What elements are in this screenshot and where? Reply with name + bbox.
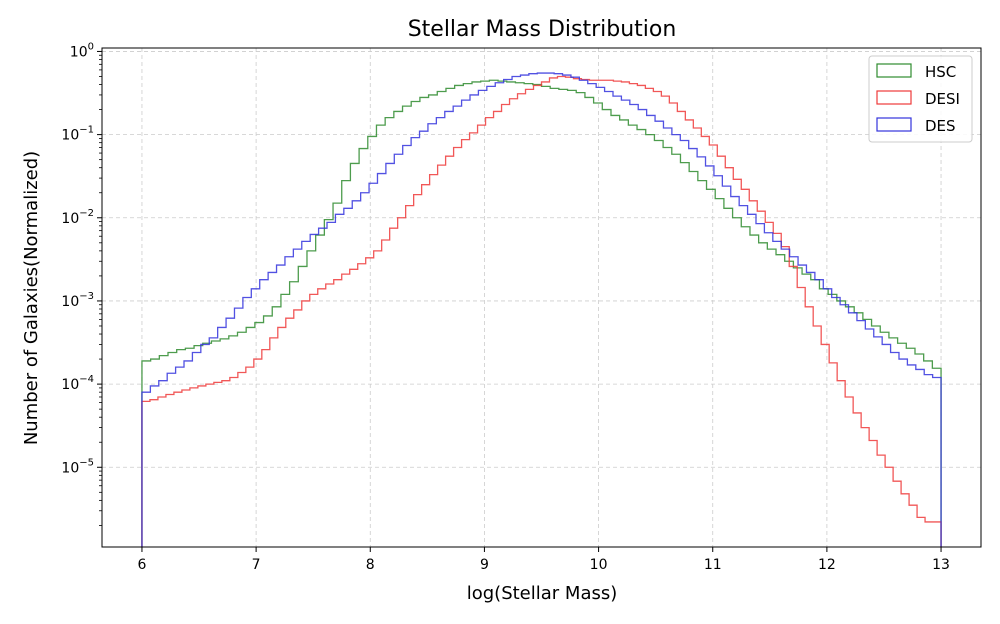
- y-tick-label: 10−1: [61, 125, 94, 144]
- y-tick-label: 10−2: [61, 208, 94, 227]
- y-tick-label: 10−5: [61, 457, 94, 476]
- legend-label-desi: DESI: [925, 90, 960, 108]
- x-tick-label: 8: [366, 557, 375, 573]
- chart-title: Stellar Mass Distribution: [408, 17, 677, 42]
- x-tick-label: 12: [818, 557, 836, 573]
- series-des-step: [141, 72, 942, 547]
- y-tick-exponent: −2: [79, 208, 94, 219]
- legend-label-des: DES: [925, 117, 956, 135]
- plot-frame: [101, 47, 982, 548]
- y-tick-label: 10−3: [61, 291, 94, 310]
- series-hsc-step: [141, 79, 942, 547]
- x-tick-label: 11: [704, 557, 722, 573]
- y-tick-base: 10: [61, 128, 79, 144]
- y-tick-base: 10: [61, 460, 79, 476]
- x-tick-label: 10: [590, 557, 608, 573]
- x-tick-label: 9: [480, 557, 489, 573]
- legend-swatch-des: [876, 117, 912, 132]
- y-tick-exponent: −3: [79, 291, 94, 302]
- x-axis-title: log(Stellar Mass): [467, 583, 618, 604]
- x-tick-label: 7: [252, 557, 261, 573]
- legend-label-hsc: HSC: [925, 63, 956, 81]
- legend: HSC DESI DES: [868, 55, 973, 143]
- y-tick-label: 10−4: [61, 374, 94, 393]
- grid: [102, 48, 981, 547]
- x-tick-label: 13: [932, 557, 950, 573]
- series-desi-step: [141, 75, 942, 547]
- x-tick-label: 6: [137, 557, 146, 573]
- y-tick-label: 100: [70, 41, 94, 60]
- y-tick-exponent: −5: [79, 457, 94, 468]
- y-tick-base: 10: [61, 211, 79, 227]
- y-tick-base: 10: [70, 44, 88, 60]
- y-tick-exponent: −1: [79, 125, 94, 136]
- series-layer: [141, 72, 942, 547]
- y-tick-exponent: −4: [79, 374, 94, 385]
- legend-swatch-desi: [876, 90, 912, 105]
- legend-swatch-hsc: [876, 63, 912, 78]
- x-axis: 6 7 8 9 10 11 12 13: [137, 547, 950, 573]
- y-tick-base: 10: [61, 377, 79, 393]
- y-tick-base: 10: [61, 294, 79, 310]
- y-axis-title: Number of Galaxies(Normalized): [21, 151, 42, 445]
- y-tick-exponent: 0: [88, 41, 94, 52]
